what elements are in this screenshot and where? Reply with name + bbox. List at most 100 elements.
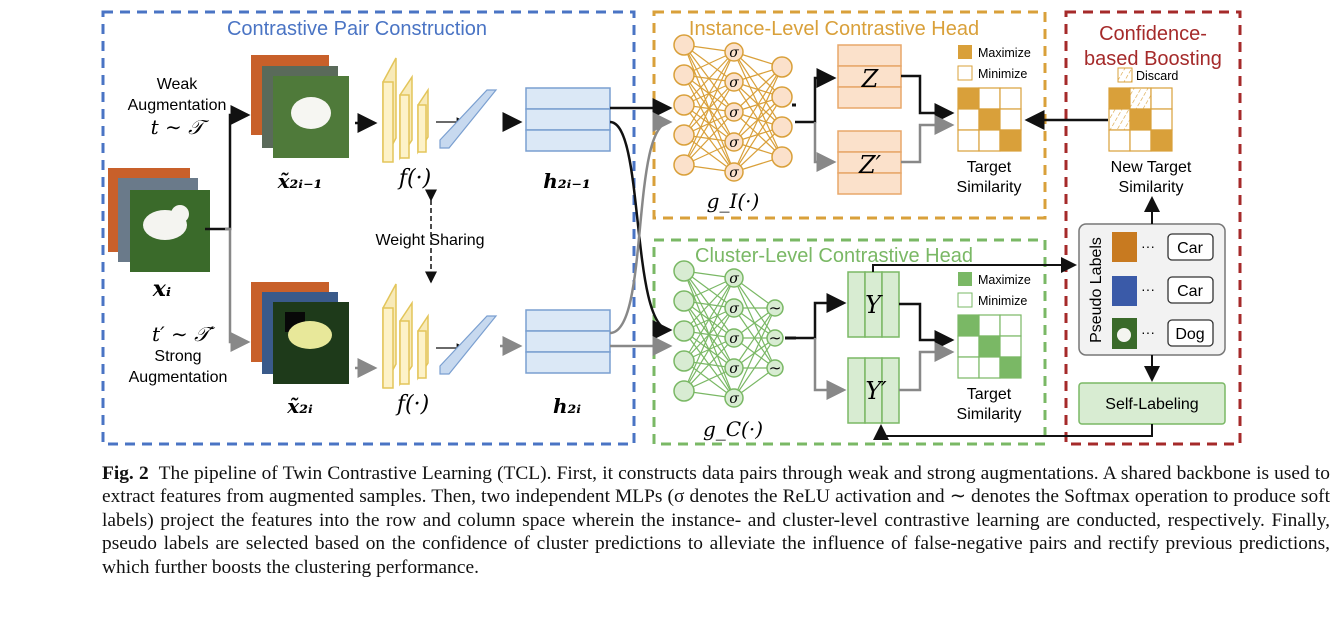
similarity-cell bbox=[1150, 87, 1173, 110]
new-target-label-1: New Target bbox=[1111, 159, 1192, 176]
relu-neuron bbox=[724, 132, 744, 152]
weak-branch-arrow bbox=[205, 105, 251, 231]
input-neuron bbox=[673, 290, 695, 312]
similarity-cell bbox=[957, 129, 980, 152]
relu-neuron bbox=[724, 388, 744, 408]
boosting-box bbox=[1064, 10, 1242, 446]
Z-label: Z bbox=[861, 65, 880, 93]
self-labeling-feedback-arrow bbox=[873, 424, 1153, 440]
arrow bbox=[795, 68, 837, 124]
strong-label-1: Strong bbox=[154, 348, 201, 365]
maximize-swatch-cluster bbox=[958, 272, 972, 286]
instance-target-similarity bbox=[957, 87, 1022, 152]
minimize-swatch-cluster bbox=[957, 292, 973, 308]
Zp-matrix bbox=[837, 130, 902, 195]
relu-neuron bbox=[724, 298, 744, 318]
softmax-neuron bbox=[766, 359, 784, 377]
arrow bbox=[813, 122, 837, 172]
Yp-label: Y′ bbox=[865, 377, 887, 405]
mlp-edge bbox=[683, 81, 735, 166]
strong-label-2: Augmentation bbox=[129, 369, 228, 386]
similarity-cell bbox=[1108, 87, 1131, 110]
car-thumbnail bbox=[1112, 232, 1137, 262]
pseudo-label-rows: ··· Car ··· Car ··· Dog bbox=[1141, 233, 1214, 347]
h-strong-features bbox=[525, 309, 611, 374]
h-weak-label: h₂ᵢ₋₁ bbox=[543, 169, 590, 193]
Y-matrix bbox=[847, 271, 900, 338]
mlp-edge bbox=[733, 66, 783, 143]
similarity-cell bbox=[957, 356, 980, 379]
similarity-cell bbox=[978, 129, 1001, 152]
sigma-symbol: σ bbox=[729, 135, 739, 151]
arrow bbox=[609, 112, 673, 335]
similarity-cell bbox=[1108, 129, 1131, 152]
Y-label: Y bbox=[865, 291, 883, 319]
minimize-label: Minimize bbox=[978, 67, 1027, 81]
new-target-label-2: Similarity bbox=[1119, 179, 1184, 196]
Zp-label: Z′ bbox=[858, 151, 882, 179]
similarity-cell bbox=[1108, 108, 1131, 131]
discard-label: Discard bbox=[1136, 69, 1178, 83]
weak-label-2: Augmentation bbox=[128, 97, 227, 114]
similarity-cell bbox=[957, 108, 980, 131]
weak-label-1: Weak bbox=[157, 76, 199, 93]
input-neuron bbox=[673, 350, 695, 372]
cluster-title: Cluster-Level Contrastive Head bbox=[695, 245, 973, 267]
encoder-top bbox=[382, 57, 429, 163]
arrow bbox=[795, 293, 847, 340]
weight-sharing-label: Weight Sharing bbox=[375, 232, 484, 249]
mlp-edge bbox=[683, 277, 735, 392]
mlp-edge bbox=[733, 307, 776, 399]
relu-neuron bbox=[724, 162, 744, 182]
minimize-label: Minimize bbox=[978, 294, 1027, 308]
similarity-cell bbox=[1150, 129, 1173, 152]
target-label-1: Target bbox=[967, 386, 1012, 403]
sigma-symbol: σ bbox=[729, 165, 739, 181]
relu-neuron bbox=[724, 72, 744, 92]
target-label-2: Similarity bbox=[957, 179, 1022, 196]
output-neuron bbox=[771, 146, 793, 168]
output-neuron bbox=[771, 86, 793, 108]
h-strong-label: h₂ᵢ bbox=[553, 394, 581, 418]
maximize-label: Maximize bbox=[978, 46, 1031, 60]
mlp-edge bbox=[683, 51, 735, 136]
similarity-cell bbox=[999, 129, 1022, 152]
gI-label: g_I(·) bbox=[707, 189, 760, 213]
arrow bbox=[609, 120, 673, 340]
mlp-edge bbox=[733, 126, 783, 173]
sigma-symbol: σ bbox=[729, 301, 739, 317]
similarity-cell bbox=[999, 108, 1022, 131]
relu-neuron bbox=[724, 328, 744, 348]
pseudo-labels-title: Pseudo Labels bbox=[1088, 237, 1105, 343]
dots: ··· bbox=[1141, 281, 1155, 297]
self-labeling-label: Self-Labeling bbox=[1105, 396, 1198, 413]
encoder-bottom bbox=[382, 283, 429, 389]
mlp-edge bbox=[683, 51, 735, 106]
output-neuron bbox=[771, 56, 793, 78]
softmax-symbol: ∼ bbox=[769, 300, 782, 317]
feature-vector-top bbox=[439, 89, 498, 149]
Yp-matrix bbox=[847, 357, 900, 424]
cluster-target-similarity bbox=[957, 314, 1022, 379]
mlp-edge bbox=[733, 66, 783, 173]
input-neuron bbox=[673, 380, 695, 402]
similarity-cell bbox=[999, 87, 1022, 110]
weak-augmented-images bbox=[251, 55, 349, 158]
similarity-cell bbox=[978, 335, 1001, 358]
y-to-pseudo-arrow bbox=[872, 257, 1077, 273]
arrow bbox=[901, 115, 955, 164]
similarity-cell bbox=[957, 314, 980, 337]
minimize-swatch-instance bbox=[957, 65, 973, 81]
figure-caption: Fig. 2 The pipeline of Twin Contrastive … bbox=[102, 462, 1330, 579]
pair-construction-box bbox=[101, 10, 636, 446]
similarity-cell bbox=[978, 356, 1001, 379]
mlp-edge bbox=[683, 51, 735, 166]
similarity-cell bbox=[1129, 87, 1152, 110]
strong-branch-arrow bbox=[225, 227, 251, 352]
input-neuron bbox=[673, 94, 695, 116]
input-neuron bbox=[673, 154, 695, 176]
mlp-edge bbox=[683, 277, 735, 332]
maximize-label: Maximize bbox=[978, 273, 1031, 287]
f-bottom-label: f(·) bbox=[395, 392, 429, 417]
